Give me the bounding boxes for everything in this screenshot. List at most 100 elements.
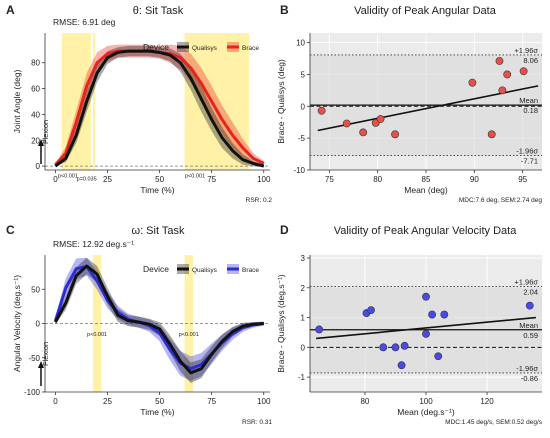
data-point [400,341,409,350]
limit-value: -7.71 [521,156,538,165]
significance-region [92,33,95,170]
data-point [391,343,400,352]
panel-letter: C [6,223,15,237]
x-tick-label: 50 [155,397,164,406]
rmse-label: RMSE: 6.91 deg [53,17,116,27]
x-tick-label: 75 [325,175,334,184]
flexion-arrow-head [38,139,44,146]
y-tick-label: 0 [301,102,306,111]
y-tick-label: 80 [31,59,40,68]
y-tick-label: 50 [31,285,40,294]
legend-entry: Qualisys [192,45,218,52]
x-tick-label: 100 [257,397,271,406]
x-tick-label: 25 [103,175,112,184]
limit-value: 0.59 [523,331,538,340]
significance-region [184,33,250,170]
data-point [367,306,375,314]
data-point [440,310,449,319]
panel-letter: B [280,3,289,17]
panel-D: D Validity of Peak Angular Velocity Data +… [276,223,543,426]
data-point [397,361,406,370]
data-point [525,301,534,310]
data-point [519,67,528,76]
rsr-footer: RSR: 0.2 [246,197,273,204]
significance-region [184,255,193,392]
series-band-brace [55,257,264,381]
x-axis-label: Time (%) [140,407,174,417]
limit-value: 2.04 [523,288,538,297]
mdc-footer: MDC:7.6 deg, SEM:2.74 deg [459,197,542,204]
mdc-footer: MDC:1.45 deg/s, SEM:0.52 deg/s [445,419,543,426]
chart-title: θ: Sit Task [133,5,184,17]
y-axis-label: Joint Angle (deg) [12,69,22,133]
limit-value: -0.86 [521,374,538,383]
y-tick-label: 0 [36,320,41,329]
series-band-qualisys [55,257,264,384]
y-tick-label: 5 [301,70,306,79]
data-point [487,130,496,139]
y-tick-label: 1 [301,314,306,323]
p-value-label: p<0.001 [58,174,78,180]
limit-name: +1.96σ [514,46,538,55]
data-point [503,70,512,79]
data-point [468,78,477,87]
flexion-label: Flexion [41,342,50,366]
legend-entry: Brace [242,267,259,274]
limit-value: 8.06 [523,56,538,65]
data-point [434,352,443,361]
x-tick-label: 50 [155,175,164,184]
panel-letter: A [6,3,15,17]
data-point [422,330,430,338]
x-tick-label: 0 [53,397,58,406]
series-line-qualisys [54,49,265,168]
p-value-label: p<0.001 [185,174,205,180]
limit-value: 0.18 [523,106,538,115]
limit-name: Mean [519,96,538,105]
data-point [391,130,399,139]
chart-title: Validity of Peak Angular Data [354,5,497,17]
y-tick-label: 40 [31,110,40,119]
chart-title: ω: Sit Task [131,225,185,237]
limit-name: +1.96σ [514,278,538,287]
y-tick-label: -1 [298,373,306,382]
x-tick-label: 80 [373,175,382,184]
data-point [495,57,504,65]
x-axis-label: Mean (deg) [404,185,448,195]
x-tick-label: 90 [470,175,479,184]
x-tick-label: 100 [257,175,271,184]
x-tick-label: 120 [480,397,494,406]
rsr-footer: RSR: 0.31 [242,419,272,426]
x-tick-label: 75 [207,397,216,406]
x-axis-label: Mean (deg.s⁻¹) [397,407,455,417]
data-point [428,310,437,319]
panel-B: B Validity of Peak Angular Data +1.96σ8.06… [276,3,542,204]
data-point [379,343,388,352]
regression-line [316,316,536,340]
chart-title: Validity of Peak Angular Velocity Data [334,225,518,237]
y-tick-label: -10 [293,166,305,175]
p-value-label: p<0.001 [87,332,107,338]
x-tick-label: 0 [53,175,58,184]
x-axis-label: Time (%) [140,185,174,195]
y-tick-label: 20 [31,136,40,145]
y-tick-label: 60 [31,85,40,94]
p-value-label: p=0.035 [77,176,97,182]
y-tick-label: 10 [296,39,305,48]
y-tick-label: 0 [36,162,41,171]
y-axis-label: Brace - Qualisys (deg) [276,59,286,144]
series-band-brace [55,44,264,167]
x-tick-label: 85 [422,175,431,184]
y-axis-label: Brace - Qualisys (deg.s⁻¹) [276,274,286,373]
limit-name: Mean [519,321,538,330]
y-tick-label: 0 [301,343,306,352]
data-point [359,128,368,137]
x-tick-label: 95 [518,175,527,184]
flexion-label: Flexion [41,120,50,144]
data-point [376,115,385,123]
x-tick-label: 80 [360,397,369,406]
legend-entry: Brace [242,45,259,52]
flexion-arrow-head [38,361,44,368]
